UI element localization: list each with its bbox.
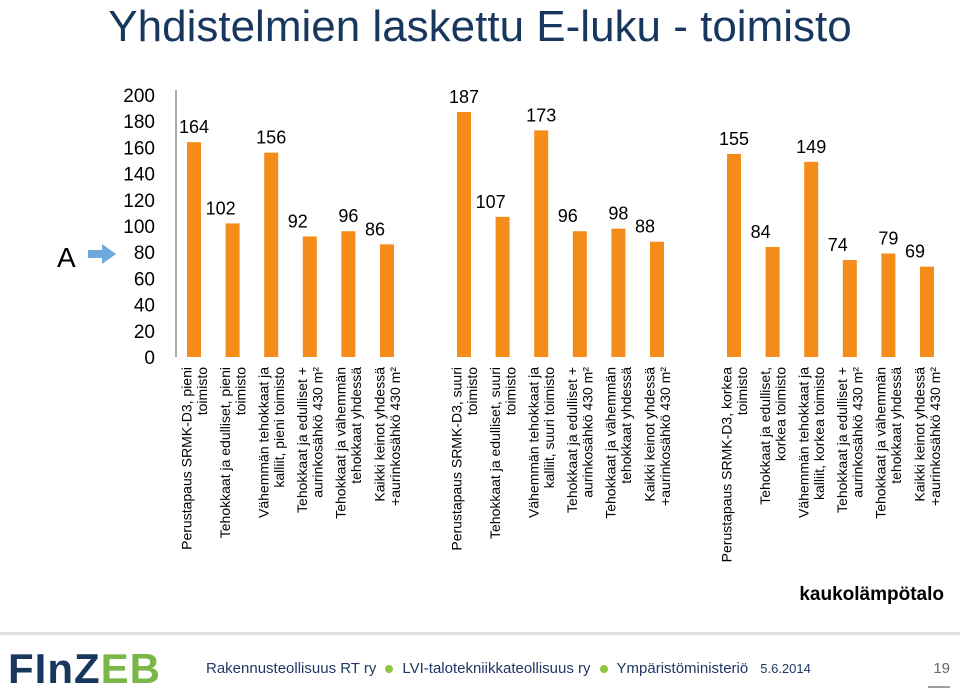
bar-value-label: 173: [526, 105, 556, 125]
bar: [302, 236, 317, 357]
bar: [920, 266, 934, 357]
y-tick-label: 100: [123, 217, 155, 238]
bar-value-label: 155: [719, 129, 749, 149]
bar-value-label: 84: [751, 222, 771, 242]
y-tick-label: 140: [123, 165, 155, 186]
y-tick-label: 160: [123, 138, 155, 159]
category-label: Perustapaus SRMK-D3, pienitoimisto: [178, 367, 210, 550]
footer-dot-icon: [599, 665, 608, 674]
bar-value-label: 74: [828, 235, 848, 255]
category-label: Kaikki keinot yhdessä+aurinkosähkö 430 m…: [371, 367, 403, 506]
footer-organizations: Rakennusteollisuus RT ry LVI-talotekniikk…: [206, 660, 811, 677]
category-label: Vähemmän tehokkaat jakalliit, korkea toi…: [795, 367, 827, 518]
bar-value-label: 96: [338, 206, 358, 226]
bar-value-label: 102: [206, 198, 236, 218]
category-label: Tehokkaat ja vähemmäntehokkaat yhdessä: [603, 367, 635, 519]
bar: [765, 246, 780, 357]
category-label: Tehokkaat ja vähemmäntehokkaat yhdessä: [873, 367, 905, 519]
category-label: Kaikki keinot yhdessä+aurinkosähkö 430 m…: [911, 367, 943, 506]
bar: [187, 142, 201, 357]
bar-value-label: 98: [608, 204, 628, 224]
y-tick-label: 120: [123, 191, 155, 212]
category-label: Tehokkaat ja edulliset +aurinkosähkö 430…: [834, 367, 866, 513]
bar: [842, 260, 857, 357]
category-label: Vähemmän tehokkaat jakalliit, suuri toim…: [525, 367, 557, 518]
y-axis: 0 20 40 60 80 100 120 140 160 180 200: [123, 86, 177, 369]
bar: [611, 228, 626, 357]
category-label: Perustapaus SRMK-D3, korkeatoimisto: [718, 367, 750, 563]
y-tick-label: 60: [134, 269, 155, 290]
bar: [727, 153, 741, 357]
slide-title: Yhdistelmien laskettu E-luku - toimisto: [108, 2, 852, 51]
bar: [650, 241, 664, 357]
page-number-underline: [928, 686, 950, 688]
category-label: Vähemmän tehokkaat jakalliit, pieni toim…: [255, 367, 287, 518]
category-label: Tehokkaat ja vähemmäntehokkaat yhdessä: [333, 367, 365, 519]
footer-org-rt: Rakennusteollisuus RT ry: [206, 660, 377, 677]
footer-divider: [0, 632, 960, 635]
y-tick-label: 0: [144, 348, 155, 369]
category-label: Tehokkaat ja edulliset, pienitoimisto: [217, 367, 249, 538]
bar: [264, 152, 279, 357]
category-label: Tehokkaat ja edulliset, suuritoimisto: [487, 367, 518, 539]
bar: [380, 244, 394, 357]
bar: [225, 223, 240, 357]
bar: [881, 253, 896, 357]
y-tick-label: 180: [123, 112, 155, 133]
y-tick-label: 80: [134, 243, 155, 264]
bar: [572, 231, 587, 357]
bar: [804, 161, 819, 357]
bar-value-label: 156: [256, 128, 286, 148]
corner-label: kaukolämpötalo: [799, 584, 944, 605]
bar: [534, 130, 549, 357]
category-label: Tehokkaat ja edulliset +aurinkosähkö 430…: [564, 367, 596, 513]
bar-value-label: 164: [179, 117, 209, 137]
bars: [187, 112, 934, 357]
category-labels: Perustapaus SRMK-D3, pienitoimisto Tehokk…: [178, 367, 943, 563]
footer-org-ym: Ympäristöministeriö: [616, 660, 749, 677]
category-label: Kaikki keinot yhdessä+aurinkosähkö 430 m…: [641, 367, 673, 506]
bar-value-label: 86: [365, 219, 385, 239]
annotation-letter: A: [57, 242, 76, 273]
footer-org-lvi: LVI-talotekniikkateollisuus ry: [402, 660, 591, 677]
bar-value-label: 107: [476, 192, 506, 212]
finzeb-logo: FInZEB: [8, 645, 161, 692]
bar-value-label: 187: [449, 87, 479, 107]
bar: [341, 231, 356, 357]
page-number: 19: [933, 660, 950, 677]
category-label: Tehokkaat ja edulliset +aurinkosähkö 430…: [294, 367, 326, 513]
bar-value-label: 69: [905, 242, 925, 262]
bar-chart: 0 20 40 60 80 100 120 140 160 180 200 164 102 156 92 9…: [57, 86, 944, 605]
footer-dot-icon: [385, 665, 394, 674]
y-tick-label: 40: [134, 296, 155, 317]
bar-value-label: 96: [558, 206, 578, 226]
bar-value-label: 92: [288, 211, 308, 231]
bar: [457, 112, 471, 357]
arrow-icon: [102, 244, 116, 264]
value-labels: 164 102 156 92 96 86 187 107 173 96 98 88 155 84 149 74…: [179, 87, 925, 262]
bar-value-label: 79: [878, 229, 898, 249]
y-tick-label: 200: [123, 86, 155, 107]
category-label: Perustapaus SRMK-D3, suuritoimisto: [448, 367, 480, 551]
bar: [495, 216, 510, 357]
bar-value-label: 149: [796, 137, 826, 157]
footer-date: 5.6.2014: [760, 661, 811, 676]
category-label: Tehokkaat ja edulliset,korkea toimisto: [757, 367, 789, 505]
bar-value-label: 88: [635, 217, 655, 237]
arrow-icon-shaft: [88, 250, 102, 258]
y-tick-label: 20: [134, 322, 155, 343]
